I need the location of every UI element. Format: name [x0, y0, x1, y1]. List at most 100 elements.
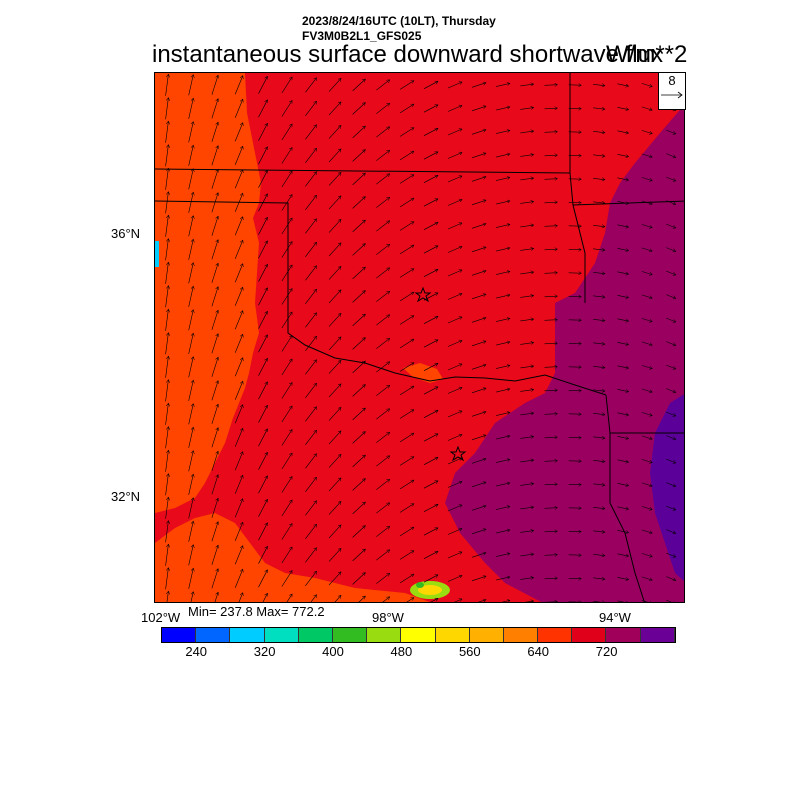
wind-vector-arrow — [234, 428, 243, 447]
wind-vector-arrow — [496, 318, 510, 322]
wind-vector-arrow — [666, 200, 676, 205]
colorbar-swatch — [196, 628, 231, 642]
wind-vector-arrow — [471, 224, 486, 229]
wind-vector-arrow — [471, 294, 486, 300]
wind-vector-arrow — [520, 155, 533, 157]
wind-vector-arrow — [447, 223, 462, 230]
city-marker-star — [449, 445, 467, 462]
lat-label: 32°N — [111, 489, 141, 504]
wind-vector-arrow — [501, 600, 510, 602]
wind-vector-arrow — [423, 293, 438, 301]
colorbar-swatch — [401, 628, 436, 642]
wind-vector-arrow — [234, 123, 243, 142]
wind-vector-arrow — [520, 272, 533, 274]
wind-vector-arrow — [211, 122, 218, 142]
wind-vector-arrow — [617, 600, 628, 602]
wind-vector-arrow — [447, 294, 462, 300]
wind-vector-arrow — [544, 414, 558, 415]
wind-vector-arrow — [258, 194, 268, 212]
wind-vector-arrow — [496, 248, 510, 252]
wind-vector-arrow — [593, 131, 605, 132]
wind-vector-arrow — [165, 168, 169, 190]
wind-vector-arrow — [305, 454, 316, 469]
wind-vector-arrow — [520, 178, 533, 180]
wind-vector-arrow — [234, 546, 243, 565]
wind-vector-arrow — [520, 460, 533, 462]
wind-vector-arrow — [188, 498, 194, 519]
wind-vector-arrow — [447, 364, 462, 371]
wind-vector-arrow — [211, 475, 218, 495]
wind-vector-arrow — [641, 600, 652, 602]
wind-vector-arrow — [310, 595, 316, 602]
wind-vector-arrow — [641, 506, 652, 509]
wind-vector-arrow — [471, 576, 486, 582]
wind-vector-arrow — [399, 315, 414, 325]
wind-vector-arrow — [641, 482, 652, 486]
lat-label: 36°N — [111, 226, 141, 241]
wind-vector-arrow — [666, 388, 676, 393]
wind-vector-arrow — [305, 195, 316, 210]
wind-vector-arrow — [376, 456, 389, 467]
wind-vector-arrow — [188, 286, 194, 307]
wind-vector-arrow — [305, 477, 316, 492]
wind-vector-arrow — [234, 452, 243, 471]
wind-vector-arrow — [165, 309, 169, 331]
wind-vector-arrow — [593, 507, 605, 508]
wind-vector-arrow — [305, 101, 316, 116]
wind-vector-arrow — [641, 200, 652, 204]
wind-vector-arrow — [234, 170, 243, 189]
wind-vector-arrow — [188, 263, 194, 284]
wind-vector-arrow — [641, 153, 652, 157]
wind-vector-arrow — [471, 200, 486, 206]
wind-vector-arrow — [188, 98, 194, 119]
wind-vector-arrow — [666, 223, 676, 228]
wind-vector-arrow — [423, 199, 438, 207]
wind-vector-arrow — [211, 99, 218, 119]
wind-vector-arrow — [281, 406, 293, 423]
colorbar-swatch — [298, 628, 333, 642]
wind-vector-arrow — [666, 576, 676, 581]
wind-vector-arrow — [165, 474, 169, 496]
wind-vector-arrow — [496, 154, 510, 158]
wind-vector-arrow — [281, 77, 293, 94]
wind-vector-arrow — [641, 576, 652, 580]
colorbar-swatch — [469, 628, 504, 642]
wind-vector-arrow — [399, 573, 414, 584]
wind-vector-arrow — [188, 216, 194, 237]
wind-vector-arrow — [352, 197, 366, 209]
wind-vector-arrow — [234, 475, 243, 494]
wind-vector-arrow — [593, 460, 605, 461]
wind-vector-arrow — [423, 222, 438, 230]
wind-vector-arrow — [520, 484, 533, 486]
wind-vector-arrow — [376, 362, 389, 373]
wind-vector-arrow — [258, 570, 268, 588]
wind-vector-arrow — [641, 318, 652, 321]
wind-vector-arrow — [447, 529, 462, 535]
wind-vector-arrow — [382, 597, 389, 602]
wind-vector-arrow — [593, 178, 605, 179]
wind-vector-arrow — [399, 409, 414, 419]
wind-vector-arrow — [352, 79, 366, 92]
field-region-dark-purple — [650, 394, 684, 582]
wind-vector-arrow — [188, 145, 194, 166]
wind-vector-arrow — [376, 503, 389, 514]
wind-vector-arrow — [666, 482, 676, 487]
wind-vector-arrow — [423, 551, 438, 559]
wind-vector-arrow — [423, 105, 438, 113]
wind-vector-arrow — [496, 83, 510, 87]
wind-vector-arrow — [258, 100, 268, 118]
wind-vector-arrow — [234, 217, 243, 236]
wind-vector-arrow — [544, 531, 558, 532]
wind-vector-arrow — [352, 173, 366, 186]
wind-vector-arrow — [520, 343, 533, 345]
wind-vector-arrow — [281, 359, 293, 376]
wind-vector-arrow — [165, 427, 169, 449]
wind-vector-arrow — [447, 200, 462, 206]
wind-vector-arrow — [593, 390, 605, 391]
colorbar-swatch — [503, 628, 539, 642]
wind-vector-arrow — [593, 601, 605, 602]
lon-label: 102°W — [141, 610, 181, 625]
wind-vector-arrow — [376, 550, 389, 561]
wind-vector-arrow — [376, 103, 389, 114]
wind-vector-arrow — [188, 474, 194, 495]
